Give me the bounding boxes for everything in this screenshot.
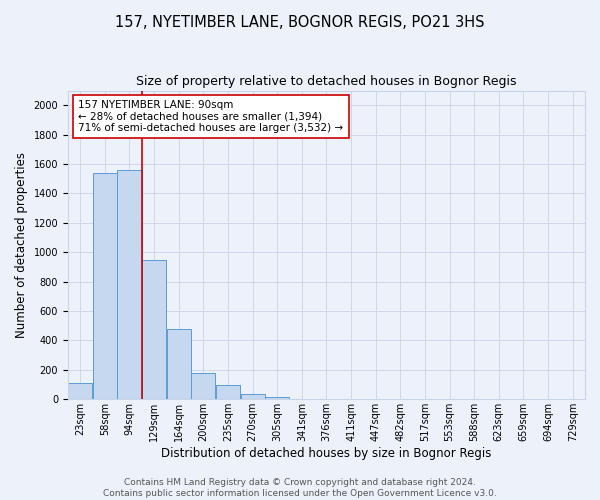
Bar: [68, 383, 92, 400]
Bar: [191, 373, 215, 400]
Bar: [216, 386, 240, 400]
Bar: [93, 173, 117, 400]
Bar: [167, 328, 191, 400]
Bar: [142, 260, 166, 400]
Text: 157, NYETIMBER LANE, BOGNOR REGIS, PO21 3HS: 157, NYETIMBER LANE, BOGNOR REGIS, PO21 …: [115, 15, 485, 30]
X-axis label: Distribution of detached houses by size in Bognor Regis: Distribution of detached houses by size …: [161, 447, 491, 460]
Title: Size of property relative to detached houses in Bognor Regis: Size of property relative to detached ho…: [136, 75, 517, 88]
Bar: [265, 397, 289, 400]
Bar: [241, 394, 265, 400]
Text: 157 NYETIMBER LANE: 90sqm
← 28% of detached houses are smaller (1,394)
71% of se: 157 NYETIMBER LANE: 90sqm ← 28% of detac…: [78, 100, 343, 133]
Bar: [118, 170, 142, 400]
Text: Contains HM Land Registry data © Crown copyright and database right 2024.
Contai: Contains HM Land Registry data © Crown c…: [103, 478, 497, 498]
Y-axis label: Number of detached properties: Number of detached properties: [15, 152, 28, 338]
